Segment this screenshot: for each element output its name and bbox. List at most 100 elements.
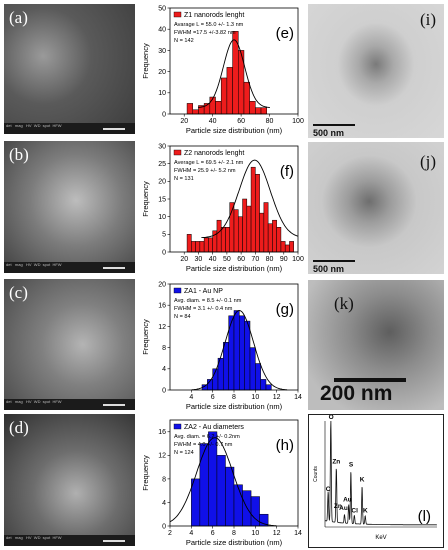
stat-line: Avg. diam. = 8.5 +/- 0.1 nm	[174, 298, 242, 304]
histogram-bar	[216, 219, 222, 253]
sem-scale-bar	[103, 404, 125, 406]
x-tick-label: 30	[195, 256, 203, 263]
stat-line: Avarage L = 55.0 +/- 1.3 nm	[174, 22, 244, 28]
histogram-bar	[191, 478, 201, 527]
panel-label-c: (c)	[9, 283, 28, 302]
histogram-bar	[191, 241, 196, 253]
histogram-bar	[249, 101, 256, 115]
y-axis-label: Frequency	[141, 319, 150, 355]
panel-label-j: (j)	[419, 152, 436, 171]
stat-line: N = 142	[174, 38, 194, 44]
histogram-bar	[233, 310, 240, 391]
panel-label-e: (e)	[276, 25, 294, 42]
panel-label-i: (i)	[419, 10, 436, 29]
tem-scale-label: 500 nm	[313, 128, 345, 138]
panel-label-l: (l)	[418, 508, 431, 525]
histogram-bar	[223, 342, 229, 391]
peak-label: S	[349, 462, 354, 469]
y-tick-label: 0	[162, 111, 166, 118]
histogram-bar	[220, 227, 226, 253]
x-tick-label: 90	[280, 256, 288, 263]
x-axis-label: Particle size distribution (nm)	[186, 126, 283, 135]
x-tick-label: 4	[189, 394, 193, 401]
y-tick-label: 10	[158, 214, 166, 221]
histogram-bar	[289, 241, 294, 253]
y-tick-label: 8	[162, 476, 166, 483]
histogram-bar	[186, 234, 192, 253]
histogram-bar	[215, 101, 222, 115]
stat-line: N = 84	[174, 314, 191, 320]
x-tick-label: 60	[237, 118, 245, 125]
spectrum-line	[324, 420, 437, 526]
x-tick-label: 80	[266, 118, 274, 125]
stat-line: FWHM = 3.1 +/- 0.4 nm	[174, 306, 233, 312]
y-axis-label: Frequency	[141, 181, 150, 217]
y-tick-label: 15	[158, 196, 166, 203]
legend-label: Z1 nanorods lenght	[184, 12, 244, 19]
histogram-bar	[267, 223, 273, 253]
tem-scale-label: 200 nm	[320, 382, 393, 405]
x-axis-label: Particle size distribution (nm)	[186, 264, 283, 273]
x-tick-label: 10	[251, 530, 259, 537]
x-tick-label: 40	[209, 118, 217, 125]
histogram-bar	[239, 315, 245, 391]
x-tick-label: 40	[209, 256, 217, 263]
histogram-bar	[243, 81, 250, 115]
histogram-bar	[276, 227, 282, 253]
histogram-bar	[216, 455, 226, 527]
sem-scale-bar	[103, 267, 125, 269]
stat-line: Avg. diam. = 6.2 +/- 0.2nm	[174, 434, 240, 440]
tem-scale-bar	[313, 124, 355, 126]
peak-label: Zn	[334, 503, 342, 510]
histogram-bar	[195, 241, 201, 253]
y-tick-label: 4	[162, 500, 166, 507]
y-tick-label: 0	[162, 249, 166, 256]
y-axis-label: Counts	[313, 466, 319, 482]
stat-line: Average L = 69.5 +/- 2.1 nm	[174, 160, 244, 166]
tem-image-j: (j) 500 nm	[308, 142, 444, 274]
y-tick-label: 12	[158, 453, 166, 460]
sem-info-bar: det mag HV WD spot HFW	[4, 123, 135, 134]
histogram-bar	[225, 227, 230, 253]
peak-label: Cl	[351, 507, 358, 514]
x-tick-label: 100	[292, 256, 304, 263]
peak-label: Au	[339, 505, 348, 512]
y-tick-label: 20	[158, 179, 166, 186]
y-tick-label: 4	[162, 366, 166, 373]
histogram-bar	[208, 237, 213, 253]
x-tick-label: 6	[211, 530, 215, 537]
x-tick-label: 4	[189, 530, 193, 537]
y-tick-label: 25	[158, 161, 166, 168]
histogram-bar	[280, 241, 286, 253]
plot-frame	[169, 7, 299, 115]
gaussian-fit-line	[191, 310, 288, 391]
y-tick-label: 0	[162, 523, 166, 530]
x-tick-label: 10	[251, 394, 259, 401]
histogram-bar	[272, 219, 277, 253]
histogram-bar	[186, 103, 194, 115]
panel-label-k: (k)	[334, 294, 354, 313]
sem-info-bar: det mag HV WD spot HFW	[4, 535, 135, 546]
histogram-bar	[242, 198, 248, 253]
legend-swatch	[173, 149, 182, 156]
y-axis-label: Frequency	[141, 43, 150, 79]
x-axis-label: Particle size distribution (nm)	[186, 538, 283, 547]
panel-label-a: (a)	[9, 8, 28, 27]
x-tick-label: 20	[180, 118, 188, 125]
histogram-bar	[199, 241, 205, 253]
y-tick-label: 0	[162, 387, 166, 394]
gaussian-fit-line	[198, 39, 270, 108]
legend-label: ZA1 - Au NP	[184, 288, 223, 295]
x-tick-label: 80	[266, 256, 274, 263]
histogram-bar	[260, 107, 267, 115]
sem-image-d: (d) det mag HV WD spot HFW	[4, 414, 135, 546]
histogram-bar	[225, 466, 235, 527]
panel-label-d: (d)	[9, 418, 29, 437]
legend-label: ZA2 - Au diameters	[184, 424, 244, 431]
histogram-bar	[255, 107, 262, 115]
histogram-bar	[203, 237, 209, 253]
y-tick-label: 5	[162, 232, 166, 239]
sem-image-c: (c) det mag HV WD spot HFW	[4, 279, 135, 410]
stat-line: FWHM =17.5 +/-3.82 nm	[174, 30, 236, 36]
histogram-bar	[220, 77, 228, 115]
